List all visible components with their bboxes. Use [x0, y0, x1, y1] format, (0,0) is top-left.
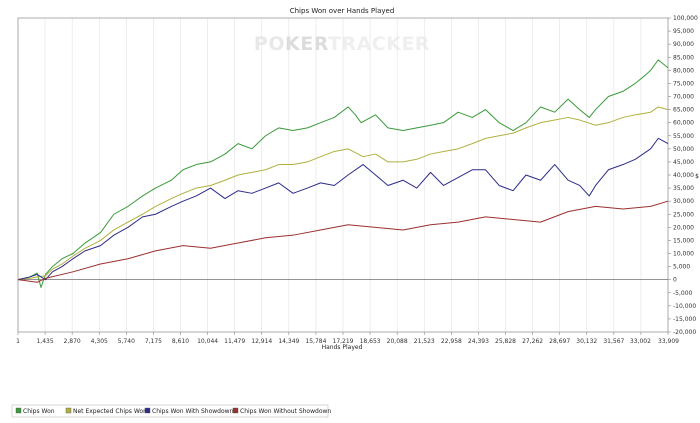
x-tick-label: 33,002 [630, 338, 651, 345]
series-line-chips-won-without-showdown [17, 200, 669, 283]
x-tick-label: 18,653 [360, 338, 381, 345]
watermark-logo: POKERTRACKER [254, 33, 430, 55]
x-tick-label: 17,219 [333, 338, 354, 345]
y-tick-label: 80,000 [673, 67, 694, 74]
y-tick-label: 70,000 [673, 94, 694, 101]
y-tick-label: 35,000 [673, 185, 694, 192]
y-tick-label: 55,000 [673, 133, 694, 140]
y-tick-label: 75,000 [673, 80, 694, 87]
x-tick-label: 7,175 [145, 338, 162, 345]
legend-swatch [65, 407, 72, 414]
y-tick-label: 20,000 [673, 224, 694, 231]
watermark-part-2: KER [285, 33, 329, 55]
legend-label: Chips Won Without Showdown [240, 408, 331, 415]
x-tick-label: 22,958 [441, 338, 462, 345]
y-tick-label: -20,000 [673, 329, 696, 336]
y-tick-label: 65,000 [673, 107, 694, 114]
x-tick-label: 30,132 [576, 338, 597, 345]
legend-label: Chips Won With Showdown [152, 408, 234, 415]
legend-swatch [232, 407, 239, 414]
chart-title: Chips Won over Hands Played [290, 7, 395, 15]
x-tick-label: 8,610 [172, 338, 189, 345]
y-axis-label: $ [695, 173, 699, 180]
series-group [17, 59, 669, 289]
legend-swatch [15, 407, 22, 414]
y-tick-label: -10,000 [673, 303, 696, 310]
y-tick-label: 25,000 [673, 211, 694, 218]
y-tick-label: 5,000 [673, 264, 690, 271]
x-tick-label: 2,870 [64, 338, 81, 345]
y-tick-label: 95,000 [673, 28, 694, 35]
y-tick-label: 0 [673, 277, 677, 284]
y-tick-label: 60,000 [673, 120, 694, 127]
x-tick-label: 5,740 [118, 338, 135, 345]
y-tick-label: 30,000 [673, 198, 694, 205]
x-axis: 1 1,435 2,870 4,305 5,740 7,175 8,610 10,044 11,… [16, 332, 679, 345]
y-tick-label: 15,000 [673, 237, 694, 244]
series-line-chips-won-with-showdown [17, 137, 669, 281]
x-tick-label: 4,305 [91, 338, 108, 345]
x-tick-label: 15,784 [305, 338, 326, 345]
legend-swatch [144, 407, 151, 414]
x-axis-label: Hands Played [322, 344, 363, 351]
x-tick-label: 11,479 [224, 338, 245, 345]
y-tick-label: -15,000 [673, 316, 696, 323]
y-tick-label: 10,000 [673, 251, 694, 258]
legend-label: Chips Won [23, 408, 55, 415]
y-tick-label: 100,000 [673, 15, 698, 22]
x-tick-label: 33,909 [658, 338, 679, 345]
x-tick-label: 24,393 [468, 338, 489, 345]
y-axis: 100,000 95,000 90,000 85,000 80,000 75,000 70,… [668, 15, 698, 336]
y-tick-label: 85,000 [673, 54, 694, 61]
x-tick-label: 21,523 [414, 338, 435, 345]
x-tick-label: 12,914 [251, 338, 272, 345]
x-tick-label: 27,262 [522, 338, 543, 345]
legend: Chips Won Net Expected Chips Won Chips Won… [15, 407, 331, 415]
x-tick-label: 28,697 [549, 338, 570, 345]
x-tick-label: 20,088 [387, 338, 408, 345]
y-tick-label: 45,000 [673, 159, 694, 166]
x-tick-label: 1,435 [36, 338, 53, 345]
watermark-part-1: PO [254, 33, 285, 55]
y-tick-label: 50,000 [673, 146, 694, 153]
x-tick-label: 1 [16, 338, 20, 345]
legend-label: Net Expected Chips Won [73, 408, 147, 415]
legend-box [11, 404, 329, 418]
x-tick-label: 10,044 [197, 338, 218, 345]
x-tick-label: 31,567 [603, 338, 624, 345]
x-tick-label: 14,349 [278, 338, 299, 345]
series-line-chips-won [17, 59, 669, 289]
series-line-net-expected-chips-won [17, 106, 669, 281]
y-tick-label: 40,000 [673, 172, 694, 179]
y-tick-label: 90,000 [673, 41, 694, 48]
watermark-part-3: TRACKER [328, 33, 430, 55]
y-tick-label: -5,000 [673, 290, 693, 297]
x-tick-label: 25,828 [495, 338, 516, 345]
